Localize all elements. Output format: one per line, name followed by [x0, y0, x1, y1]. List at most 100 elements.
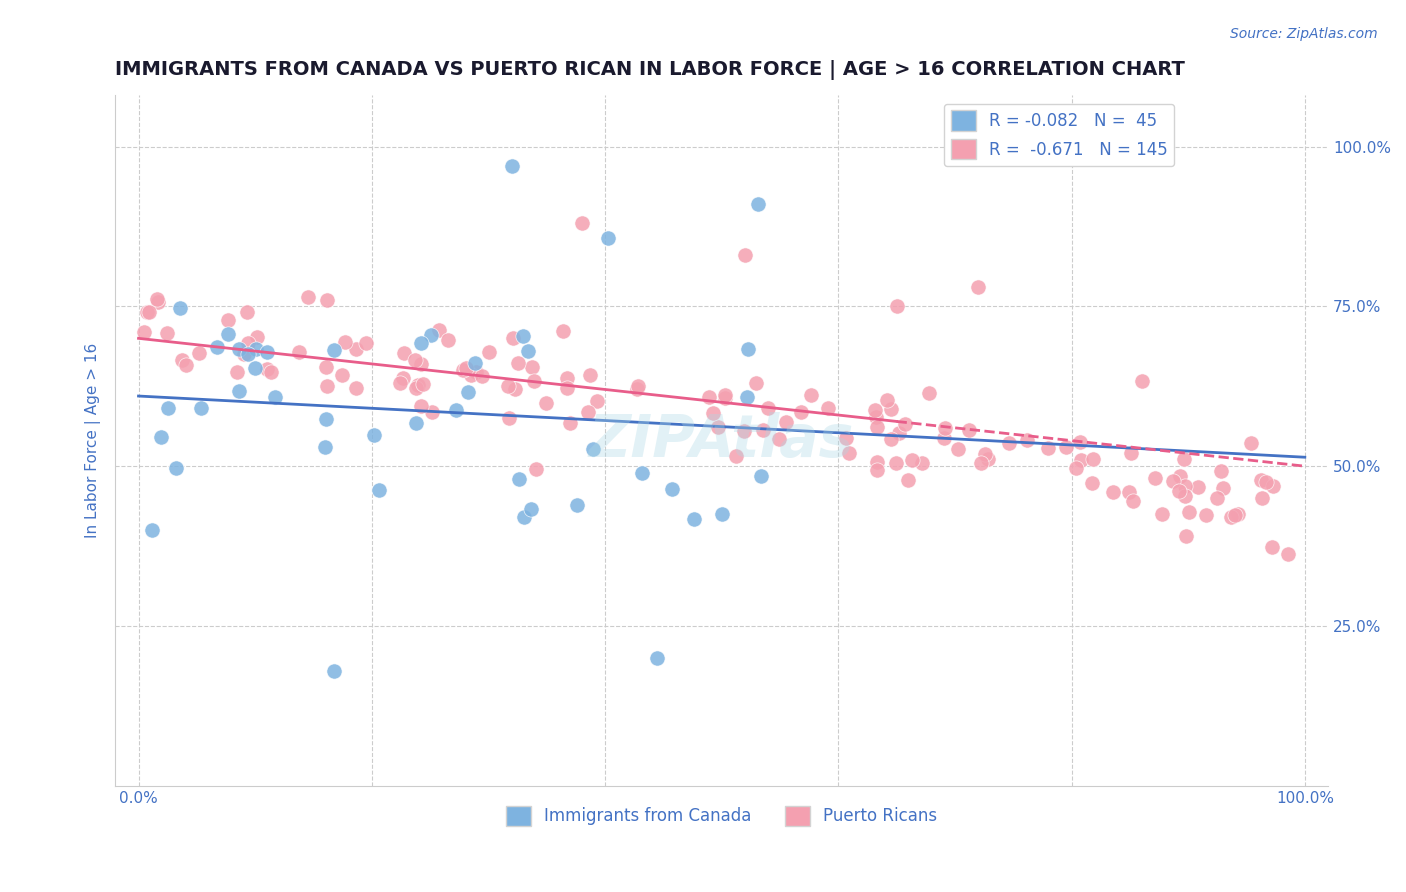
Point	[880, 401, 903, 416]
Point	[1194, 508, 1216, 522]
Point	[560, 416, 582, 430]
Point	[228, 384, 250, 398]
Y-axis label: In Labor Force | Age > 16: In Labor Force | Age > 16	[86, 343, 101, 538]
Point	[315, 379, 337, 393]
Point	[1118, 484, 1140, 499]
Point	[420, 405, 443, 419]
Point	[225, 365, 247, 379]
Point	[465, 365, 488, 379]
Point	[1177, 505, 1199, 519]
Point	[217, 327, 239, 342]
Point	[243, 361, 266, 376]
Text: IMMIGRANTS FROM CANADA VS PUERTO RICAN IN LABOR FORCE | AGE > 16 CORRELATION CHA: IMMIGRANTS FROM CANADA VS PUERTO RICAN I…	[115, 60, 1185, 79]
Point	[998, 436, 1021, 450]
Point	[702, 406, 724, 420]
Point	[817, 401, 839, 415]
Legend: Immigrants from Canada, Puerto Ricans: Immigrants from Canada, Puerto Ricans	[499, 799, 943, 832]
Point	[315, 411, 337, 425]
Point	[363, 428, 385, 442]
Point	[498, 410, 520, 425]
Point	[165, 460, 187, 475]
Point	[406, 378, 429, 392]
Point	[502, 331, 524, 345]
Point	[1220, 509, 1243, 524]
Point	[228, 342, 250, 356]
Point	[631, 467, 654, 481]
Point	[190, 401, 212, 415]
Point	[586, 394, 609, 409]
Point	[471, 369, 494, 384]
Point	[1212, 481, 1234, 495]
Point	[884, 456, 907, 470]
Point	[1251, 491, 1274, 506]
Point	[734, 248, 756, 262]
Point	[934, 420, 956, 434]
Point	[523, 374, 546, 388]
Point	[887, 426, 910, 441]
Point	[626, 382, 648, 396]
Point	[627, 379, 650, 393]
Point	[412, 377, 434, 392]
Point	[135, 305, 157, 319]
Point	[389, 376, 412, 391]
Point	[1161, 475, 1184, 489]
Point	[1132, 374, 1154, 388]
Point	[501, 159, 523, 173]
Point	[170, 352, 193, 367]
Point	[236, 347, 259, 361]
Point	[297, 290, 319, 304]
Point	[174, 358, 197, 372]
Point	[444, 402, 467, 417]
Point	[967, 280, 990, 294]
Point	[1206, 491, 1229, 505]
Point	[1227, 507, 1250, 521]
Point	[256, 345, 278, 359]
Point	[517, 343, 540, 358]
Point	[567, 498, 589, 512]
Point	[934, 431, 956, 445]
Point	[145, 292, 167, 306]
Point	[1080, 476, 1102, 491]
Point	[1150, 508, 1173, 522]
Point	[1187, 480, 1209, 494]
Point	[977, 451, 1000, 466]
Point	[768, 432, 790, 446]
Point	[1240, 435, 1263, 450]
Point	[911, 456, 934, 470]
Point	[749, 468, 772, 483]
Point	[576, 405, 599, 419]
Point	[520, 502, 543, 516]
Point	[156, 326, 179, 341]
Point	[1143, 470, 1166, 484]
Point	[970, 456, 993, 470]
Point	[733, 424, 755, 438]
Point	[707, 419, 730, 434]
Point	[897, 473, 920, 487]
Point	[420, 327, 443, 342]
Point	[557, 371, 579, 385]
Point	[578, 368, 600, 382]
Point	[534, 396, 557, 410]
Point	[835, 431, 858, 445]
Point	[245, 342, 267, 356]
Point	[506, 356, 529, 370]
Text: ZIPAtlas: ZIPAtlas	[589, 412, 855, 469]
Point	[747, 196, 769, 211]
Point	[405, 416, 427, 430]
Point	[1054, 440, 1077, 454]
Point	[141, 523, 163, 537]
Point	[557, 381, 579, 395]
Point	[1254, 475, 1277, 490]
Point	[866, 454, 889, 468]
Point	[409, 357, 432, 371]
Point	[551, 325, 574, 339]
Point	[1101, 484, 1123, 499]
Point	[1173, 452, 1195, 467]
Point	[322, 343, 344, 358]
Point	[512, 329, 534, 343]
Point	[901, 453, 924, 467]
Point	[1225, 508, 1247, 522]
Point	[391, 371, 413, 385]
Point	[457, 385, 479, 400]
Point	[1081, 451, 1104, 466]
